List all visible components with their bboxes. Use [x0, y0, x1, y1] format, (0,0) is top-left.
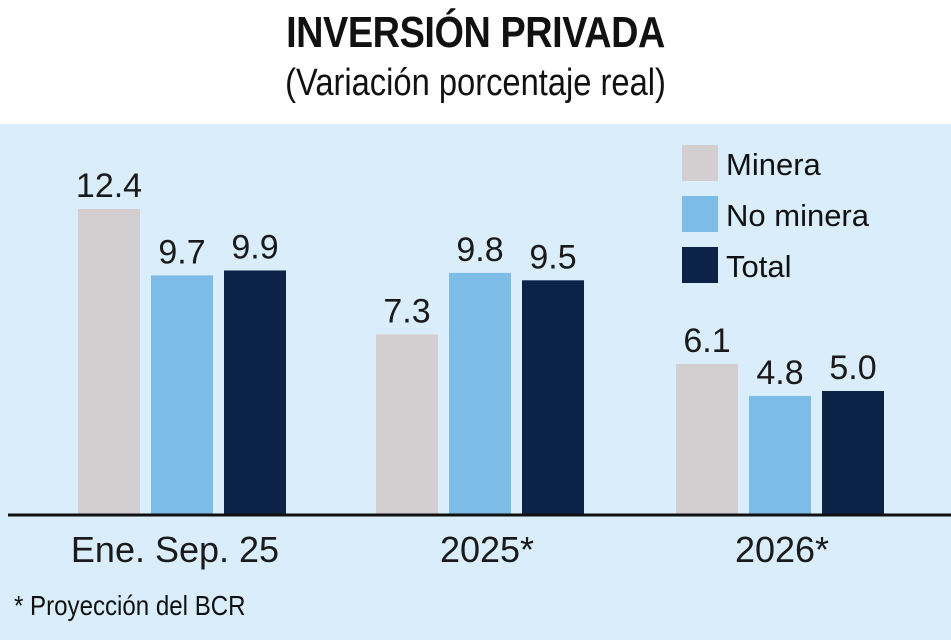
- bar-minera-0: [78, 208, 140, 514]
- category-labels-layer: Ene. Sep. 25 2025* 2026*: [71, 529, 829, 570]
- value-label: 9.8: [456, 231, 503, 269]
- value-label: 7.3: [383, 292, 430, 330]
- bar-no-minera-0: [151, 275, 213, 514]
- legend: Minera No minera Total: [682, 145, 870, 284]
- value-label: 12.4: [76, 167, 142, 205]
- bar-total-0: [224, 270, 286, 514]
- value-labels-layer: 12.4 9.7 9.9 7.3 9.8 9.5 6.1 4.8 5.0: [76, 167, 877, 392]
- value-label: 5.0: [829, 349, 876, 387]
- category-label: Ene. Sep. 25: [71, 529, 279, 570]
- legend-label: Minera: [726, 147, 822, 182]
- legend-swatch-no-minera: [682, 196, 718, 232]
- value-label: 9.7: [158, 233, 205, 271]
- legend-swatch-total: [682, 247, 718, 283]
- category-label: 2026*: [735, 529, 829, 570]
- legend-swatch-minera: [682, 145, 718, 181]
- bar-total-2: [822, 391, 884, 514]
- bar-minera-1: [376, 334, 438, 514]
- bar-no-minera-2: [749, 395, 811, 514]
- legend-label: Total: [726, 249, 791, 284]
- footnote: * Proyección del BCR: [14, 590, 246, 621]
- legend-label: No minera: [726, 198, 870, 233]
- value-label: 9.9: [231, 228, 278, 266]
- chart-title: INVERSIÓN PRIVADA: [286, 8, 665, 57]
- chart-subtitle: (Variación porcentaje real): [285, 62, 666, 104]
- category-label: 2025*: [440, 529, 534, 570]
- bar-minera-2: [676, 363, 738, 514]
- value-label: 9.5: [529, 238, 576, 276]
- value-label: 6.1: [683, 322, 730, 360]
- bars-layer: [78, 208, 884, 514]
- bar-no-minera-1: [449, 272, 511, 514]
- bar-total-1: [522, 280, 584, 514]
- value-label: 4.8: [756, 354, 803, 392]
